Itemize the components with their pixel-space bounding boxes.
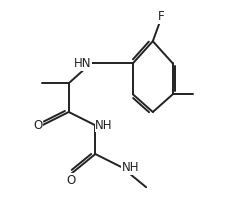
Text: F: F xyxy=(158,10,164,23)
Text: NH: NH xyxy=(121,161,139,174)
Text: HN: HN xyxy=(73,57,90,70)
Text: O: O xyxy=(33,119,42,132)
Text: NH: NH xyxy=(95,119,112,132)
Text: O: O xyxy=(66,174,75,187)
